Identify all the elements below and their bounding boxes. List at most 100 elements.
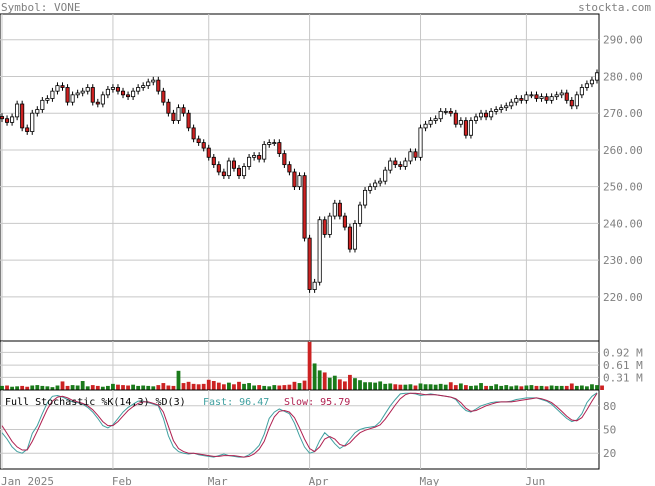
stochastic-tick-label: 20 <box>603 447 616 460</box>
volume-bar <box>453 385 458 390</box>
candle <box>241 166 247 177</box>
volume-bar <box>534 385 539 390</box>
stochastic-grid <box>0 390 599 469</box>
volume-bar <box>35 385 40 390</box>
candle <box>262 144 267 160</box>
candle <box>564 92 569 101</box>
volume-bar <box>105 385 110 390</box>
volume-bar <box>353 378 357 390</box>
volume-bar <box>0 385 4 390</box>
stochastic-title: Full Stochastic %K(14,3) %D(3) <box>5 397 186 408</box>
volume-bar <box>418 383 423 390</box>
volume-bar <box>191 383 196 390</box>
volume-y-axis: 0.92 M0.61 M0.31 M <box>603 346 643 384</box>
volume-bar <box>287 384 292 390</box>
candle <box>156 79 161 92</box>
volume-bar <box>585 386 589 390</box>
candle <box>55 85 60 92</box>
stochastic-y-axis: 80 50 20 <box>603 400 616 460</box>
volume-bar <box>544 386 549 390</box>
volume-bar <box>156 385 161 390</box>
candle <box>357 204 363 224</box>
candle <box>181 107 186 114</box>
candle <box>418 127 423 158</box>
candle <box>549 96 554 101</box>
volume-bar <box>423 384 428 390</box>
volume-bar <box>448 382 453 390</box>
x-axis-labels: Jan 2025 Feb Mar Apr May Jun <box>1 475 545 486</box>
volume-bar <box>443 384 448 390</box>
price-tick-label: 250.00 <box>603 181 643 194</box>
volume-bar <box>211 381 216 390</box>
candle <box>211 156 216 166</box>
candle <box>322 219 327 235</box>
volume-bar <box>90 385 95 390</box>
candle <box>378 180 383 184</box>
candle <box>50 90 55 99</box>
candle <box>131 90 136 98</box>
volume-bar <box>368 382 372 390</box>
candle <box>458 120 463 125</box>
candle <box>226 160 231 177</box>
candle <box>216 164 221 173</box>
candle <box>35 109 40 114</box>
volume-bar <box>50 387 55 390</box>
volume-bar <box>413 385 418 390</box>
candle <box>191 127 196 140</box>
candle <box>297 175 302 188</box>
volume-bar <box>227 382 231 390</box>
candle <box>30 112 35 132</box>
price-tick-label: 240.00 <box>603 217 643 230</box>
candle <box>484 112 489 118</box>
candle <box>579 87 584 96</box>
candle <box>120 90 126 96</box>
volume-bar <box>464 385 468 390</box>
candle <box>100 94 105 105</box>
candle <box>478 112 484 118</box>
volume-bar <box>136 385 141 390</box>
candle <box>287 164 292 173</box>
candle <box>393 160 398 166</box>
candle <box>247 156 252 167</box>
slow-value: 95.79 <box>320 397 351 408</box>
candle <box>206 147 211 158</box>
candle <box>453 112 458 125</box>
volume-bar <box>80 381 85 390</box>
candle <box>554 94 559 98</box>
candle <box>75 92 80 96</box>
volume-bar <box>403 384 408 390</box>
fast-label: Fast: 96.47 <box>203 397 270 408</box>
volume-bar <box>469 385 473 390</box>
volume-bar <box>55 385 60 390</box>
volume-bar <box>40 385 45 390</box>
volume-bar <box>146 385 151 390</box>
candle <box>574 94 579 107</box>
volume-bar <box>484 385 488 390</box>
volume-bar <box>438 383 443 390</box>
x-tick-label: Mar <box>208 475 228 486</box>
candle <box>534 94 539 99</box>
volume-bar <box>579 385 584 390</box>
volume-bar <box>181 383 186 390</box>
volume-bar <box>489 385 494 390</box>
volume-bar <box>201 383 206 390</box>
volume-bar <box>342 381 347 390</box>
candle <box>252 155 257 158</box>
candle <box>110 87 115 90</box>
volume-bar <box>398 384 403 390</box>
candle <box>5 118 10 123</box>
x-tick-label: May <box>420 475 440 486</box>
volume-bar <box>267 386 272 390</box>
volume-bar <box>574 385 579 390</box>
candle <box>448 110 453 114</box>
candle <box>383 169 388 182</box>
volume-bar <box>302 380 307 390</box>
candle <box>504 105 509 109</box>
volume-bar <box>65 385 70 390</box>
candle <box>544 96 549 101</box>
volume-bar <box>247 383 251 390</box>
candle <box>136 87 141 92</box>
candle <box>332 202 337 217</box>
volume-bar <box>595 385 599 390</box>
volume-bar <box>15 386 20 390</box>
